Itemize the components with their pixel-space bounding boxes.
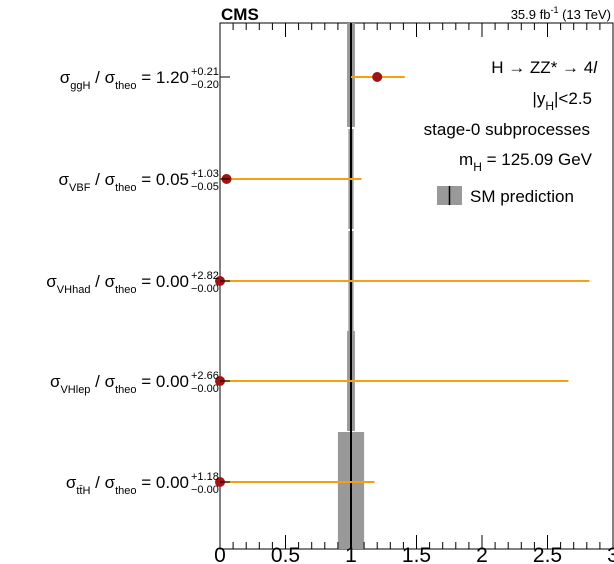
sm-prediction-bands <box>337 23 365 549</box>
category-error-down: −0.20 <box>191 79 219 91</box>
legend-sm-label: SM prediction <box>470 187 574 206</box>
legend-stage: stage-0 subprocesses <box>424 120 590 139</box>
x-tick-label: 3 <box>607 544 614 564</box>
x-tick-label: 1.5 <box>402 544 431 564</box>
legend: H → ZZ* → 4l |yH|<2.5 stage-0 subprocess… <box>424 58 599 206</box>
category-label: σVHhad / σtheo = 0.00 <box>46 272 189 296</box>
category-error-down: −0.00 <box>191 283 219 295</box>
category-error-down: −0.00 <box>191 484 219 496</box>
legend-process: H → ZZ* → 4l <box>491 58 598 77</box>
category-label: σVHlep / σtheo = 0.00 <box>50 372 189 396</box>
legend-rapidity: |yH|<2.5 <box>532 89 592 113</box>
category-label: σggH / σtheo = 1.20 <box>60 68 189 92</box>
luminosity-label: 35.9 fb-1 (13 TeV) <box>511 5 611 22</box>
category-labels: σggH / σtheo = 1.20 +0.21−0.20 σVBF / σthe… <box>46 66 219 497</box>
x-tick-label: 2.5 <box>533 544 562 564</box>
best-fit-markers <box>215 72 383 487</box>
category-error-down: −0.05 <box>191 181 219 193</box>
confidence-intervals <box>220 76 590 483</box>
category-error-up: +1.18 <box>191 471 219 483</box>
x-tick-label: 2 <box>476 544 488 564</box>
x-axis-ticks: 0 0.5 1 1.5 2 2.5 3 <box>214 23 614 564</box>
x-tick-label: 0.5 <box>271 544 300 564</box>
category-ticks <box>220 76 230 483</box>
category-error-down: −0.00 <box>191 383 219 395</box>
legend-mass: mH = 125.09 GeV <box>459 150 593 174</box>
category-label: σVBF / σtheo = 0.05 <box>59 170 189 194</box>
category-error-up: +0.21 <box>191 66 219 78</box>
experiment-label: CMS <box>221 5 259 24</box>
category-label: σtt̄H / σtheo = 0.00 <box>66 473 189 497</box>
marker-ggH <box>372 72 383 82</box>
category-error-up: +2.82 <box>191 270 219 282</box>
x-tick-label: 0 <box>214 544 226 564</box>
x-tick-label: 1 <box>345 544 357 564</box>
category-error-up: +2.66 <box>191 370 219 382</box>
category-error-up: +1.03 <box>191 168 219 180</box>
